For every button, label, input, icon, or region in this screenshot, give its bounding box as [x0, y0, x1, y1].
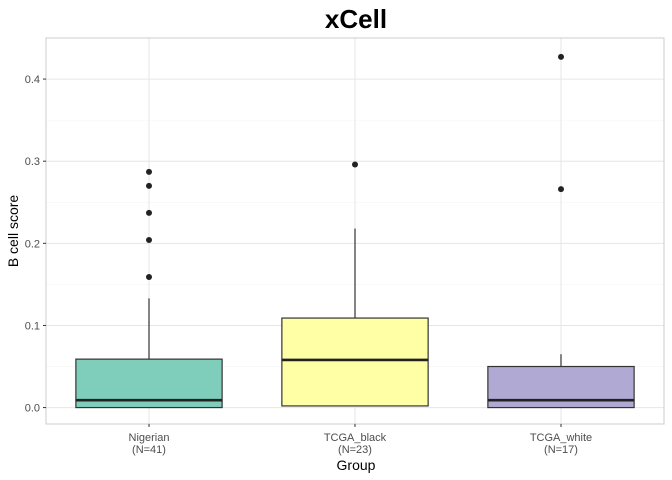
y-tick-label: 0.2 [25, 238, 40, 250]
x-tick-count-label: (N=23) [338, 444, 372, 456]
y-axis-label: B cell score [5, 195, 21, 268]
outlier-point [558, 186, 564, 193]
x-axis-ticks: Nigerian(N=41) TCGA_black(N=23) TCGA_white… [129, 424, 592, 456]
x-tick-count-label: (N=41) [132, 444, 166, 456]
outlier-point [352, 161, 358, 168]
x-tick-label: TCGA_white [530, 432, 592, 444]
box-TCGA_black [281, 161, 429, 407]
chart-title: xCell [325, 4, 387, 34]
outlier-point [146, 273, 152, 280]
box-TCGA_white [487, 53, 635, 409]
y-tick-label: 0.1 [25, 320, 40, 332]
x-tick-label: TCGA_black [324, 432, 387, 444]
outlier-point [146, 182, 152, 189]
box-Nigerian [75, 168, 223, 409]
box-body [281, 317, 429, 407]
x-tick-count-label: (N=17) [544, 444, 578, 456]
outlier-point [558, 53, 564, 60]
y-tick-label: 0.4 [25, 74, 40, 86]
outlier-point [146, 168, 152, 175]
y-axis-ticks: 0.0 0.1 0.2 0.3 0.4 [25, 74, 46, 415]
x-tick-label: Nigerian [129, 432, 170, 444]
y-tick-label: 0.0 [25, 403, 40, 415]
boxes [75, 53, 635, 409]
outlier-point [146, 237, 152, 244]
y-tick-label: 0.3 [25, 156, 40, 168]
outlier-point [146, 209, 152, 216]
x-axis-label: Group [337, 457, 376, 473]
